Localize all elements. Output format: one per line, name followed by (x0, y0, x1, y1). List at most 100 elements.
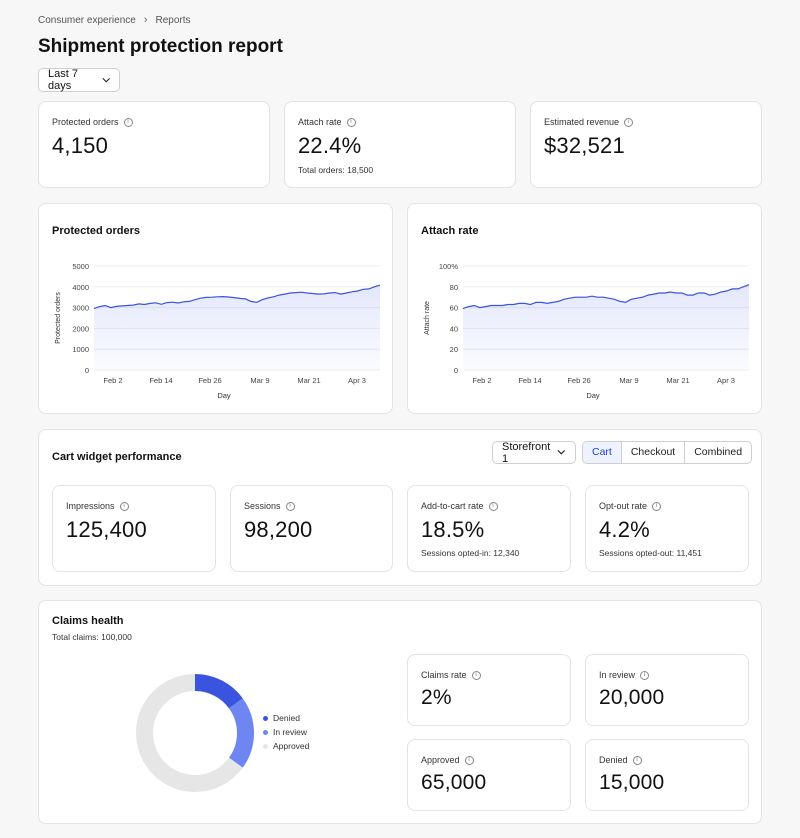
claims-metric-approved: Approved i 65,000 (407, 739, 571, 811)
chevron-right-icon: › (143, 14, 148, 26)
y-tick-label: 20 (450, 345, 458, 354)
metric-value: 98,200 (244, 517, 313, 542)
tab-combined[interactable]: Combined (684, 442, 751, 463)
y-tick-label: 100% (439, 262, 459, 271)
x-tick-label: Feb 26 (567, 376, 590, 385)
date-range-dropdown[interactable]: Last 7 days (38, 68, 120, 92)
legend-item-approved: Approved (263, 739, 309, 753)
x-tick-label: Feb 14 (518, 376, 541, 385)
metric-label: Add-to-cart rate (421, 501, 484, 511)
legend-swatch (263, 715, 268, 721)
y-tick-label: 0 (454, 366, 458, 375)
x-axis-label: Day (586, 391, 600, 400)
y-tick-label: 2000 (72, 324, 89, 333)
x-tick-label: Apr 3 (717, 376, 735, 385)
y-tick-label: 0 (85, 366, 89, 375)
storefront-dropdown[interactable]: Storefront 1 (492, 440, 576, 465)
metric-card-opt-out-rate: Opt-out rate i 4.2% Sessions opted-out: 1… (585, 485, 749, 572)
claims-health-card: Claims health Total claims: 100,000 Deni… (38, 600, 762, 824)
legend-swatch (263, 743, 268, 749)
view-segmented-control: Cart Checkout Combined (582, 441, 753, 464)
metric-value: 18.5% (421, 517, 485, 542)
legend-label: Approved (273, 741, 310, 751)
breadcrumb-parent[interactable]: Consumer experience (38, 14, 136, 26)
legend-label: In review (273, 727, 308, 737)
tab-checkout[interactable]: Checkout (620, 442, 684, 463)
info-icon[interactable]: i (640, 670, 650, 680)
y-tick-label: 80 (450, 283, 458, 292)
protected-orders-chart-card: Protected orders 5000 4000 3000 2000 1000 0 Fe… (38, 203, 393, 414)
metric-label: Sessions (244, 501, 281, 511)
chevron-down-icon (102, 77, 110, 83)
info-icon[interactable]: i (346, 117, 356, 127)
summary-sub: Total orders: 18,500 (298, 165, 374, 175)
series-area (463, 284, 749, 370)
summary-value: 22.4% (298, 133, 362, 158)
claims-title: Claims health (52, 615, 124, 627)
claims-metric-claims-rate: Claims rate i 2% (407, 654, 571, 726)
cart-widget-title: Cart widget performance (52, 451, 182, 463)
metric-value: 65,000 (421, 771, 487, 794)
chart-title: Protected orders (52, 225, 141, 237)
chevron-down-icon (557, 449, 566, 455)
metric-label: Impressions (66, 501, 115, 511)
x-tick-label: Apr 3 (348, 376, 366, 385)
claims-donut-chart (136, 674, 254, 792)
x-tick-label: Mar 21 (666, 376, 689, 385)
donut-slice-approved (136, 674, 243, 792)
y-tick-label: 40 (450, 324, 458, 333)
info-icon[interactable]: i (624, 117, 634, 127)
metric-card-add-to-cart-rate: Add-to-cart rate i 18.5% Sessions opted-i… (407, 485, 571, 572)
info-icon[interactable]: i (488, 501, 498, 511)
storefront-value: Storefront 1 (502, 440, 551, 465)
breadcrumb: Consumer experience › Reports (38, 14, 191, 26)
legend-item-denied: Denied (263, 711, 309, 725)
series-area (94, 285, 380, 370)
y-axis-label: Protected orders (55, 292, 62, 344)
summary-value: $32,521 (544, 133, 625, 158)
summary-card-estimated-revenue: Estimated revenue i $32,521 (530, 101, 762, 188)
summary-label: Estimated revenue (544, 117, 620, 127)
breadcrumb-current[interactable]: Reports (155, 14, 191, 26)
info-icon[interactable]: i (285, 501, 295, 511)
x-axis-label: Day (217, 391, 231, 400)
x-tick-label: Feb 2 (103, 376, 122, 385)
legend-item-in-review: In review (263, 725, 309, 739)
metric-card-sessions: Sessions i 98,200 (230, 485, 393, 572)
y-axis-label: Attach rate (424, 301, 431, 335)
summary-label: Attach rate (298, 117, 342, 127)
page-title: Shipment protection report (38, 36, 283, 57)
legend-swatch (263, 729, 268, 735)
donut-slice-in-review (228, 698, 254, 768)
info-icon[interactable]: i (464, 755, 474, 765)
y-tick-label: 1000 (72, 345, 89, 354)
y-tick-label: 3000 (72, 304, 89, 313)
info-icon[interactable]: i (632, 755, 642, 765)
date-range-value: Last 7 days (48, 68, 78, 92)
info-icon[interactable]: i (119, 501, 129, 511)
metric-value: 4.2% (599, 517, 650, 542)
metric-value: 125,400 (66, 517, 147, 542)
metric-label: Opt-out rate (599, 501, 648, 511)
metric-value: 20,000 (599, 686, 665, 709)
donut-slice-denied (194, 674, 243, 709)
attach-rate-chart-card: Attach rate 100% 80 60 40 20 0 Feb 2 Feb 14 Feb … (407, 203, 762, 414)
x-tick-label: Mar 9 (619, 376, 638, 385)
cart-widget-card: Cart widget performance Storefront 1 Car… (38, 429, 762, 586)
series-line (93, 284, 381, 310)
summary-card-protected-orders: Protected orders i 4,150 (38, 101, 270, 188)
summary-card-attach-rate: Attach rate i 22.4% Total orders: 18,500 (284, 101, 516, 188)
metric-label: In review (599, 670, 636, 680)
claims-total: Total claims: 100,000 (52, 632, 132, 642)
info-icon[interactable]: i (123, 117, 133, 127)
info-icon[interactable]: i (652, 501, 662, 511)
metric-sub: Sessions opted-in: 12,340 (421, 548, 520, 558)
y-tick-label: 5000 (72, 262, 89, 271)
protected-orders-chart: 5000 4000 3000 2000 1000 0 Feb 2 Feb 14 Feb 26 Ma… (55, 262, 381, 400)
x-tick-label: Mar 21 (297, 376, 320, 385)
metric-value: 15,000 (599, 771, 665, 794)
metric-label: Approved (421, 755, 460, 765)
tab-cart[interactable]: Cart (583, 442, 621, 463)
chart-title: Attach rate (421, 225, 479, 237)
info-icon[interactable]: i (471, 670, 481, 680)
